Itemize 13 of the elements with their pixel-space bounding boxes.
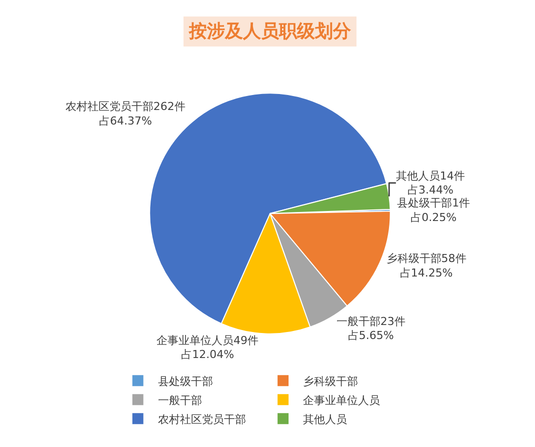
- data-label: 县处级干部1件占0.25%: [397, 196, 470, 224]
- legend-label: 一般干部: [158, 394, 202, 407]
- data-label: 农村社区党员干部262件占64.37%: [65, 100, 186, 128]
- chart-title: 按涉及人员职级划分: [188, 21, 352, 42]
- legend-label: 县处级干部: [158, 374, 213, 388]
- legend-label: 其他人员: [303, 412, 348, 426]
- legend-label: 农村社区党员干部: [158, 412, 246, 426]
- legend-label: 企事业单位人员: [303, 394, 380, 407]
- data-label: 一般干部23件占5.65%: [336, 314, 406, 342]
- data-label: 其他人员14件占3.44%: [396, 169, 465, 197]
- legend-label: 乡科级干部: [303, 374, 358, 388]
- data-label: 企事业单位人员49件占12.04%: [156, 334, 259, 362]
- data-label: 乡科级干部58件占14.25%: [386, 252, 466, 280]
